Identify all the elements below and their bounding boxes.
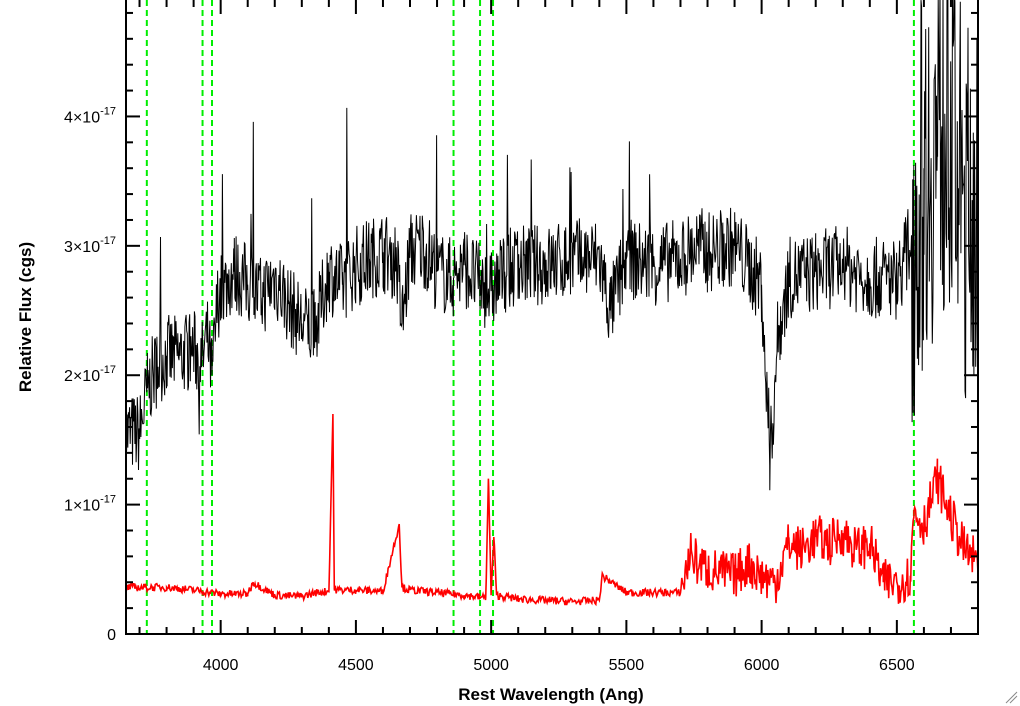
x-tick-label: 5000 (473, 657, 509, 674)
y-tick-label: 3×10-17 (64, 235, 116, 256)
plot-frame (125, 0, 979, 635)
x-tick-label: 6500 (879, 657, 915, 674)
x-tick-label: 4000 (203, 657, 239, 674)
x-tick-label: 4500 (338, 657, 374, 674)
y-tick-label: 0 (107, 627, 116, 644)
y-axis-title: Relative Flux (cgs) (16, 242, 35, 392)
y-tick-label: 2×10-17 (64, 364, 116, 385)
y-tick-label: 4×10-17 (64, 105, 116, 126)
error-series-line (126, 413, 978, 607)
axes (125, 0, 979, 635)
resize-grip-icon[interactable] (1004, 690, 1018, 704)
y-tick-label: 1×10-17 (64, 494, 116, 515)
x-axis-ticks: 4000 4500 5000 5500 6000 6500 (138, 0, 979, 674)
x-axis-title: Rest Wavelength (Ang) (458, 685, 643, 704)
y-axis-ticks: 0 1×10-17 2×10-17 3×10-17 4×10-17 (64, 11, 978, 644)
x-tick-label: 5500 (609, 657, 645, 674)
emission-line-markers (145, 0, 915, 634)
x-tick-label: 6000 (744, 657, 780, 674)
spectrum-series-line (126, 0, 978, 491)
series-layer (126, 0, 978, 607)
